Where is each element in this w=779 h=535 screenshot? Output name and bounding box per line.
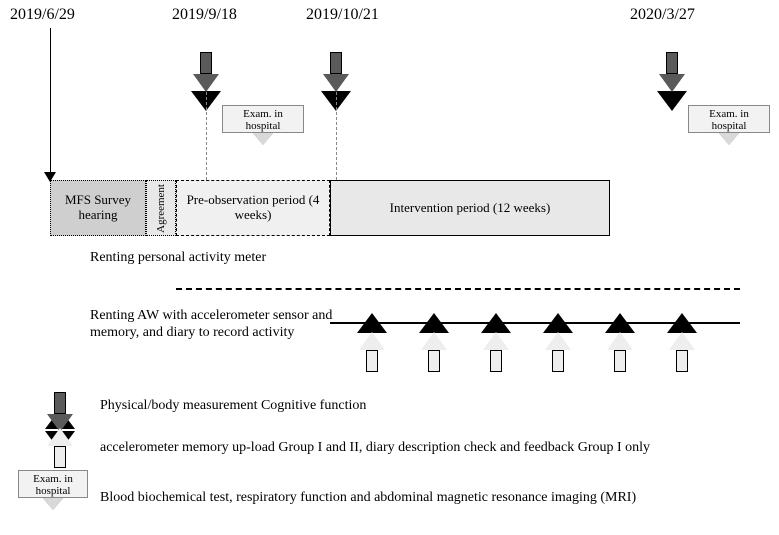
legend-light-label: accelerometer memory up-load Group I and… [100, 440, 650, 456]
exam-box-1: Exam. inhospital [222, 105, 304, 133]
legend-exam-box: Exam. inhospital [18, 470, 88, 498]
legend-exam-label: Blood biochemical test, respiratory func… [100, 490, 636, 506]
phase-agreement: Agreement [146, 180, 176, 236]
upload-arrow-6 [669, 332, 695, 372]
guide-line-2 [336, 92, 337, 180]
upload-arrow-3 [483, 332, 509, 372]
measurement-arrow-1 [193, 52, 219, 92]
phase-preobs: Pre-observation period (4 weeks) [176, 180, 330, 236]
aw-sensor-line [330, 322, 740, 324]
measurement-arrow-2 [323, 52, 349, 92]
guide-line-1 [206, 92, 207, 180]
legend-exam-pointer [43, 498, 63, 510]
exam-pointer-1 [253, 133, 273, 145]
activity-meter-label: Renting personal activity meter [90, 250, 270, 267]
date-label-2: 2019/9/18 [172, 6, 237, 24]
activity-meter-line [176, 288, 740, 290]
upload-arrow-5 [607, 332, 633, 372]
upload-arrow-2 [421, 332, 447, 372]
legend-light-arrow-icon [47, 428, 73, 468]
measurement-arrow-3 [659, 52, 685, 92]
date-label-3: 2019/10/21 [306, 6, 379, 24]
exam-pointer-2 [719, 133, 739, 145]
aw-sensor-label: Renting AW with accelerometer sensor and… [90, 308, 340, 342]
legend-dark-label: Physical/body measurement Cognitive func… [100, 398, 366, 414]
legend-dark-arrow-icon [47, 392, 73, 432]
exam-box-2: Exam. inhospital [688, 105, 770, 133]
timeline-diagram: 2019/6/29 2019/9/18 2019/10/21 2020/3/27… [0, 0, 779, 535]
date-label-4: 2020/3/27 [630, 6, 695, 24]
upload-arrow-4 [545, 332, 571, 372]
upload-arrow-1 [359, 332, 385, 372]
start-indicator-line [50, 28, 51, 180]
phase-mfs: MFS Survey hearing [50, 180, 146, 236]
phase-intervention: Intervention period (12 weeks) [330, 180, 610, 236]
date-label-1: 2019/6/29 [10, 6, 75, 24]
